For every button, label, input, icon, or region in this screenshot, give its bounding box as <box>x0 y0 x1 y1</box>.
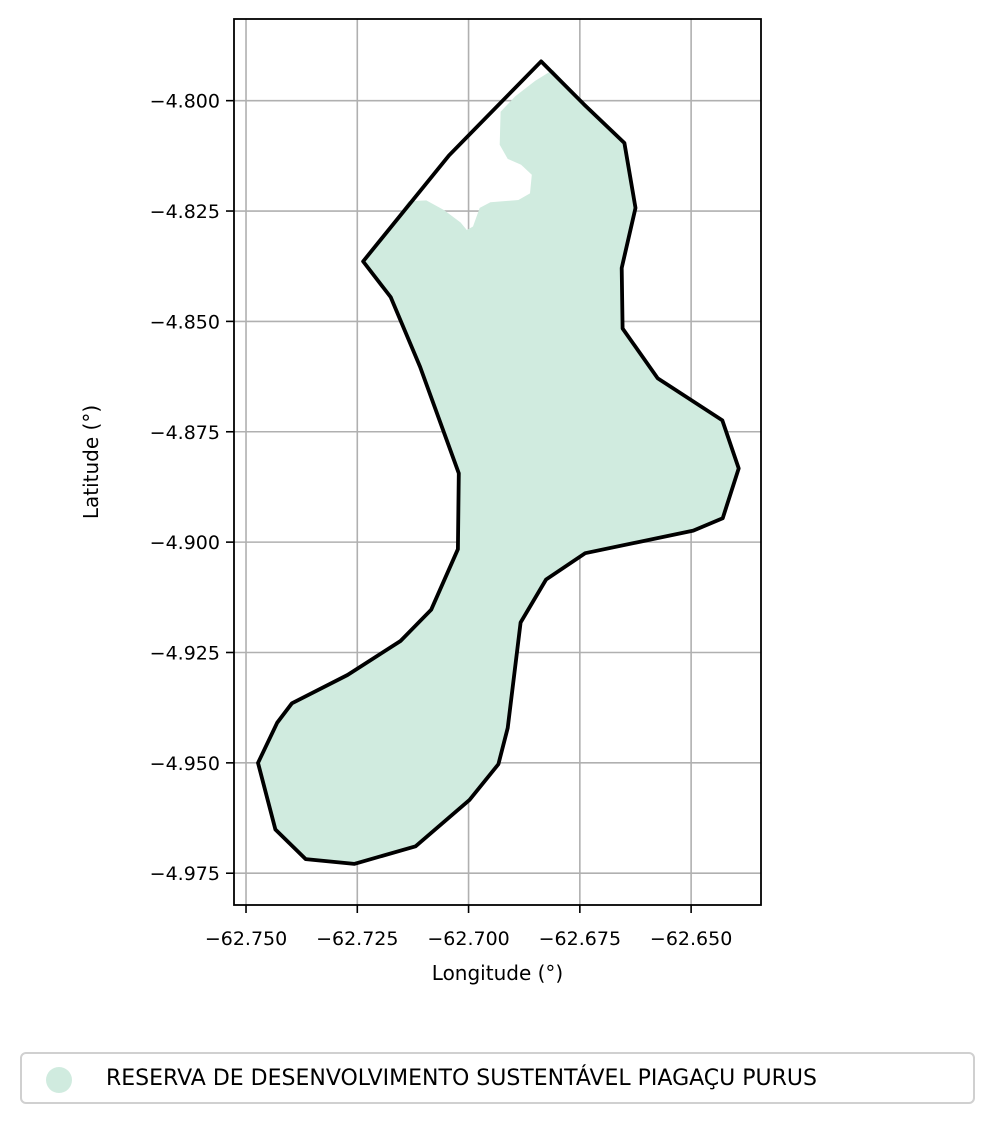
axes-frame <box>233 18 762 906</box>
x-tick-label-3: −62.675 <box>539 928 621 950</box>
x-tick-label-2: −62.700 <box>427 928 509 950</box>
reserve-boundary-outline <box>256 59 741 866</box>
legend-label: RESERVA DE DESENVOLVIMENTO SUSTENTÁVEL P… <box>106 1066 817 1091</box>
x-tick-label-0: −62.750 <box>205 928 287 950</box>
x-axis-title: Longitude (°) <box>432 961 563 985</box>
reserve-area-fill <box>258 69 739 864</box>
y-tick-label-5: −4.925 <box>150 642 220 664</box>
y-axis-title: Latitude (°) <box>79 405 103 519</box>
legend: RESERVA DE DESENVOLVIMENTO SUSTENTÁVEL P… <box>20 1052 975 1104</box>
y-tick-label-3: −4.875 <box>150 422 220 444</box>
y-tick-label-2: −4.850 <box>150 311 220 333</box>
legend-marker <box>46 1067 72 1093</box>
y-tick-label-4: −4.900 <box>150 532 220 554</box>
y-tick-label-0: −4.800 <box>150 91 220 113</box>
x-tick-label-1: −62.725 <box>316 928 398 950</box>
axis-ticks: −62.750 −62.725 −62.700 −62.675 −62.650 −4.80… <box>150 91 733 950</box>
y-tick-label-6: −4.950 <box>150 753 220 775</box>
y-tick-label-1: −4.825 <box>150 201 220 223</box>
x-tick-label-4: −62.650 <box>650 928 732 950</box>
y-tick-label-7: −4.975 <box>150 863 220 885</box>
